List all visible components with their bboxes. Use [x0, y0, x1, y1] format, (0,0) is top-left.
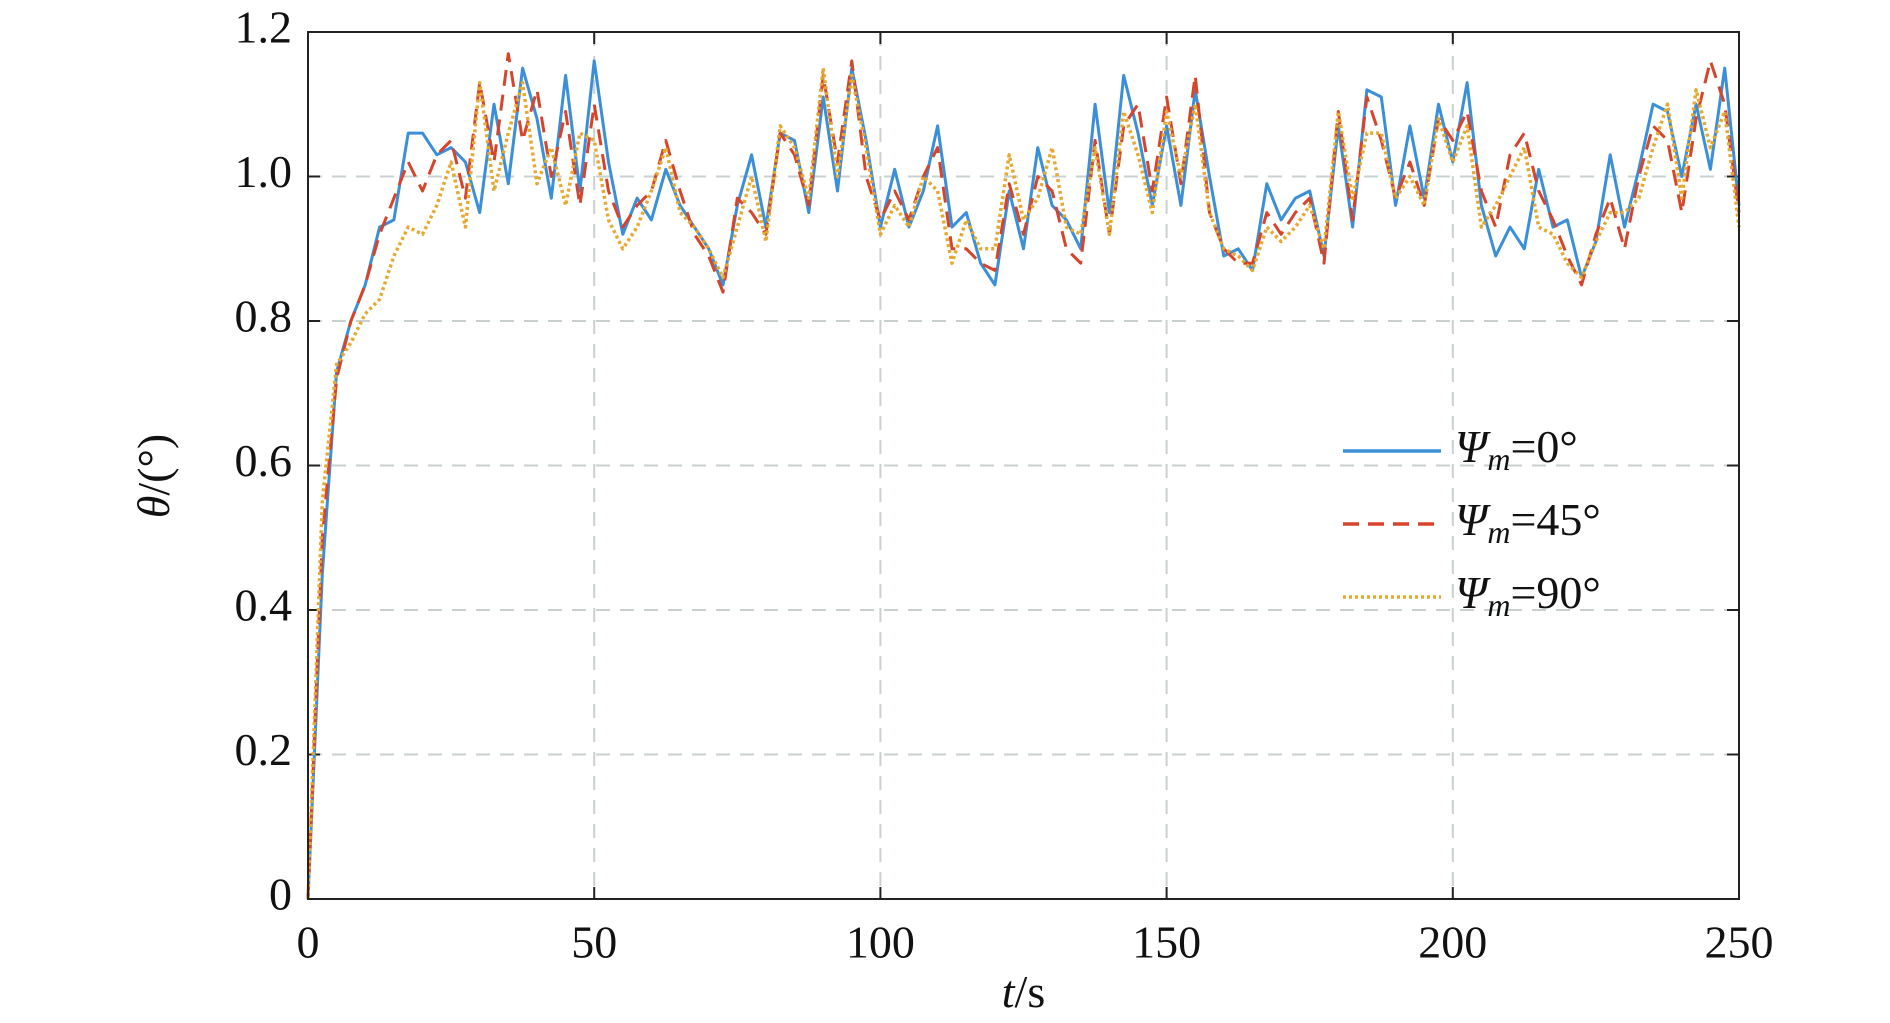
- y-tick-label: 1.2: [235, 2, 293, 53]
- x-tick-label: 250: [1705, 917, 1774, 968]
- x-tick-label: 100: [846, 917, 915, 968]
- y-tick-label: 0.6: [235, 435, 293, 486]
- series-line: [306, 66, 1741, 900]
- x-tick-label: 0: [297, 917, 320, 968]
- y-tick-label: 0: [269, 869, 292, 920]
- y-axis-label: θ/(°): [128, 434, 179, 518]
- y-tick-label: 0.2: [235, 724, 293, 775]
- legend-label: Ψm=45°: [1455, 494, 1601, 551]
- legend-label: Ψm=90°: [1455, 567, 1601, 624]
- x-tick-label: 150: [1132, 917, 1201, 968]
- x-tick-label: 200: [1418, 917, 1487, 968]
- legend: Ψm=0° Ψm=45° Ψm=90°: [1343, 421, 1601, 624]
- y-tick-label: 1.0: [235, 146, 293, 197]
- series-line: [306, 59, 1741, 900]
- series-line: [306, 52, 1741, 900]
- legend-label: Ψm=0°: [1455, 421, 1578, 478]
- x-axis-label: t/s: [1002, 966, 1045, 1017]
- y-tick-label: 0.8: [235, 291, 293, 342]
- x-tick-label: 50: [571, 917, 617, 968]
- y-tick-label: 0.4: [235, 580, 293, 631]
- plot-frame: [307, 31, 1740, 900]
